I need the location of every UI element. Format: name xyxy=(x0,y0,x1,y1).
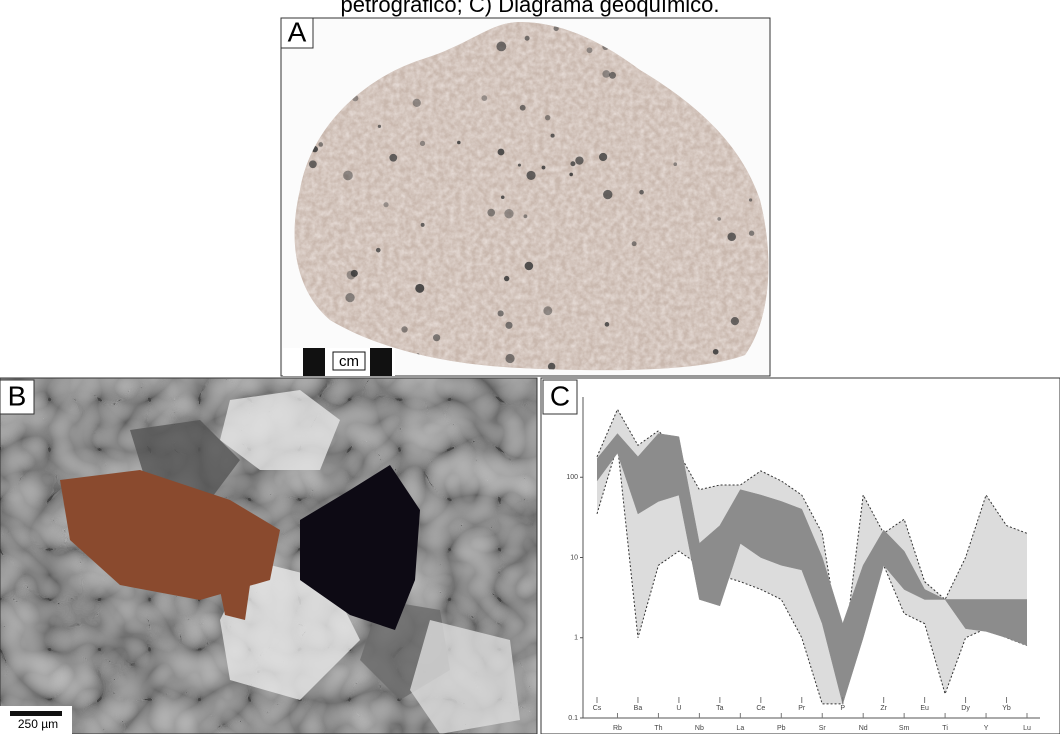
y-tick-label: 10 xyxy=(570,554,578,561)
x-tick-label: Y xyxy=(984,725,989,732)
panel-label: C xyxy=(550,380,570,411)
x-tick-label: Lu xyxy=(1023,725,1031,732)
x-tick-label: Zr xyxy=(880,705,887,712)
scale-label: cm xyxy=(339,353,359,370)
panel-b: 250 µm B xyxy=(0,378,537,734)
y-tick-label: 1 xyxy=(574,635,578,642)
x-tick-label: Ti xyxy=(942,725,948,732)
x-tick-label: Ce xyxy=(756,705,765,712)
x-tick-label: Nd xyxy=(859,725,868,732)
x-tick-label: Th xyxy=(654,725,662,732)
y-tick-label: 0.1 xyxy=(568,715,578,722)
x-tick-label: Pb xyxy=(777,725,786,732)
panel-label: A xyxy=(288,16,307,47)
x-tick-label: Dy xyxy=(961,705,970,712)
x-tick-label: Ba xyxy=(634,705,643,712)
panel-label: B xyxy=(8,380,27,411)
x-tick-label: Pr xyxy=(798,705,806,712)
x-tick-label: Yb xyxy=(1002,705,1011,712)
x-tick-label: La xyxy=(736,725,744,732)
scale-label: 250 µm xyxy=(18,717,58,731)
x-tick-label: Eu xyxy=(920,705,929,712)
x-tick-label: Nb xyxy=(695,725,704,732)
x-tick-label: Sr xyxy=(819,725,827,732)
x-tick-label: U xyxy=(676,705,681,712)
x-tick-label: Sm xyxy=(899,725,910,732)
x-tick-label: P xyxy=(840,705,845,712)
panel-a: cm A xyxy=(281,16,770,376)
y-tick-label: 100 xyxy=(566,474,578,481)
x-tick-label: Cs xyxy=(593,705,602,712)
thin-section-photo xyxy=(0,378,537,734)
x-tick-label: Rb xyxy=(613,725,622,732)
figure: petrográfico; C) Diagrama geoquímico. cm… xyxy=(0,0,1060,734)
x-tick-label: Ta xyxy=(716,705,724,712)
panel-c: 0.1 1 10 100 Cs Rb Ba Th U Nb Ta La Ce Pb Pr Sr P Nd Zr Sm E… xyxy=(541,378,1060,734)
caption: petrográfico; C) Diagrama geoquímico. xyxy=(340,0,719,17)
